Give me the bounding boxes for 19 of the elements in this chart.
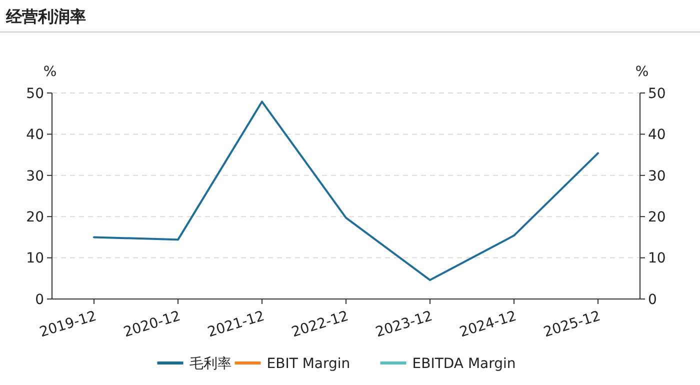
y2-tick-label: 20 xyxy=(648,210,666,226)
y-tick-label: 10 xyxy=(26,250,44,267)
y-tick-label: 20 xyxy=(26,210,44,226)
y2-tick-label: 50 xyxy=(648,86,666,102)
y2-tick-label: 40 xyxy=(648,127,666,144)
y2-tick-label: 30 xyxy=(648,168,666,184)
chart-title: 经营利润率 xyxy=(5,7,86,26)
y-tick-label: 0 xyxy=(35,292,44,308)
y-axis-title: % xyxy=(43,64,57,80)
y-tick-label: 50 xyxy=(26,86,44,102)
legend-label: EBITDA Margin xyxy=(412,356,516,372)
legend-label: EBIT Margin xyxy=(266,356,350,372)
y2-tick-label: 10 xyxy=(648,250,666,267)
legend-label: 毛利率 xyxy=(189,356,232,372)
y2-axis-title: % xyxy=(635,64,649,80)
y-tick-label: 30 xyxy=(26,168,44,184)
line-series xyxy=(93,100,599,282)
y-tick-label: 40 xyxy=(26,127,44,144)
y2-tick-label: 0 xyxy=(648,292,657,308)
